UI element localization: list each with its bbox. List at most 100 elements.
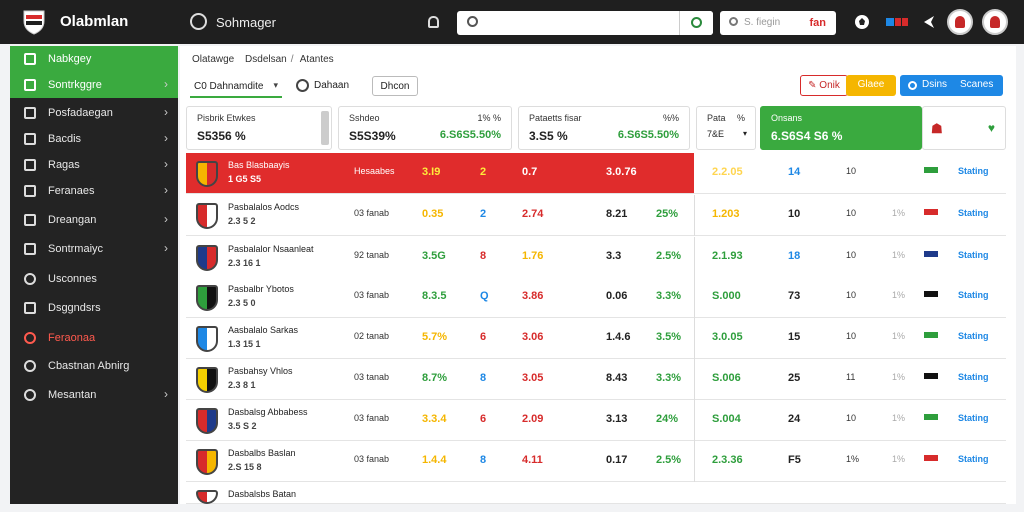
breadcrumb-item[interactable]: Atantes xyxy=(299,54,334,65)
alert-count-icon[interactable] xyxy=(886,14,910,34)
finance-icon xyxy=(24,185,36,197)
team-crest-icon xyxy=(196,326,218,352)
team-name[interactable]: Dasbalbs Baslan xyxy=(228,448,296,458)
logo-icon[interactable] xyxy=(22,9,46,35)
sidebar-item-team[interactable]: Sontrkggre › xyxy=(10,72,178,98)
table-row[interactable]: Dasbalsbs Batan xyxy=(186,482,1006,504)
team-name[interactable]: Pasbalalos Aodcs xyxy=(228,202,300,212)
cell-c8: 10 xyxy=(846,250,857,260)
yellow-action-button[interactable]: Glaee xyxy=(846,75,896,96)
card-value: 7&E xyxy=(707,129,725,139)
team-name[interactable]: Dasbalsg Abbabess xyxy=(228,407,308,417)
table-row[interactable]: Pasbalalos Aodcs 2.3 5 2 03 fanab 0.35 2 2.74… xyxy=(186,195,1006,236)
steering-icon[interactable] xyxy=(190,13,207,30)
stat-card[interactable]: Sshdeo 1% % S5S39% 6.S6S5.50% xyxy=(338,106,512,150)
cell-status[interactable]: Stating xyxy=(958,331,989,341)
stat-card-icons[interactable]: ☗ ♥ xyxy=(922,106,1006,150)
sidebar-item-home[interactable]: Nabkgey xyxy=(10,46,178,72)
sidebar-item-usconnes[interactable]: Usconnes xyxy=(10,266,178,292)
card-title-right: %% xyxy=(662,113,679,123)
sidebar-item-ragas[interactable]: Ragas › xyxy=(10,152,178,178)
cell-c4: 3.3 xyxy=(606,250,622,262)
cell-status[interactable]: Stating xyxy=(958,290,989,300)
chevron-right-icon: › xyxy=(164,387,168,401)
sidebar-item-dreangan[interactable]: Dreangan › xyxy=(10,207,178,233)
sidebar-item-mesantan[interactable]: Mesantan › xyxy=(10,382,178,408)
top-bar: Olabmlan Sohmager S. fiegin fan xyxy=(0,0,1024,44)
profile-avatar-icon[interactable] xyxy=(982,9,1008,35)
language-select[interactable]: S. fiegin fan xyxy=(720,11,836,35)
cell-m1: 03 fanab xyxy=(354,454,390,464)
sidebar-item-dsggndsrs[interactable]: Dsggndsrs xyxy=(10,295,178,321)
user-icon xyxy=(24,273,36,285)
ball-icon[interactable] xyxy=(854,14,870,34)
search-input[interactable] xyxy=(457,11,713,35)
sidebar-item-positions[interactable]: Posfadaegan › xyxy=(10,100,178,126)
sidebar: Nabkgey Sontrkggre › Posfadaegan › Bacdi… xyxy=(10,46,178,504)
team-name[interactable]: Pasbalalor Nsaanleat xyxy=(228,244,314,254)
breadcrumb-item[interactable]: Dsdelsan xyxy=(245,54,287,65)
table-row[interactable]: Pasbalalor Nsaanleat 2.3 16 1 92 tanab 3.5G… xyxy=(186,237,1006,278)
cell-status[interactable]: Stating xyxy=(958,372,989,382)
sidebar-item-label: Posfadaegan xyxy=(48,107,113,119)
sidebar-item-feranaes[interactable]: Feranaes › xyxy=(10,178,178,204)
cell-c5: 2.5% xyxy=(656,250,682,262)
team-filter-select[interactable]: C0 Dahnamdite ▾ xyxy=(190,76,282,98)
breadcrumb-item[interactable]: Olatawge xyxy=(192,54,235,65)
chevron-right-icon: › xyxy=(164,212,168,226)
table-row[interactable]: Aasbalalo Sarkas 1.3 15 1 02 tanab 5.7% 6 3.0… xyxy=(186,318,1006,359)
cell-c3: 2.74 xyxy=(522,208,544,220)
sidebar-item-feraonaa[interactable]: Feraonaa xyxy=(10,325,178,351)
info-icon xyxy=(908,81,917,90)
cell-status[interactable]: Stating xyxy=(958,250,989,260)
arrow-icon[interactable] xyxy=(922,14,936,34)
blue-action-button[interactable]: Dsins Scanes xyxy=(900,75,1003,96)
app-title: Olabmlan xyxy=(60,13,129,30)
cell-status[interactable]: Stating xyxy=(958,208,989,218)
team-name[interactable]: Dasbalsbs Batan xyxy=(228,489,297,499)
cell-status[interactable]: Stating xyxy=(958,166,989,176)
card-title: Onsans xyxy=(771,113,803,123)
manager-label[interactable]: Sohmager xyxy=(216,15,276,30)
team-crest-icon xyxy=(196,367,218,393)
card-value: S5356 % xyxy=(197,129,246,143)
sidebar-item-label: Feraonaa xyxy=(48,332,96,344)
nation-flag-icon xyxy=(924,167,938,179)
team-record: 2.S 15 8 xyxy=(228,462,262,472)
table-row[interactable]: Pasbalbr Ybotos 2.3 5 0 03 fanab 8.3.5 Q 3.86… xyxy=(186,277,1006,318)
view-toggle-button[interactable]: Dhcon xyxy=(372,76,418,96)
stat-card-highlight[interactable]: Onsans 6.S6S4 S6 % xyxy=(760,106,922,150)
cell-status[interactable]: Stating xyxy=(958,413,989,423)
table-row[interactable]: Dasbalbs Baslan 2.S 15 8 03 fanab 1.4.4 8 4.1… xyxy=(186,441,1006,482)
cell-c2: 8 xyxy=(480,372,487,384)
cell-c7: 14 xyxy=(788,166,801,178)
team-name[interactable]: Pasbalbr Ybotos xyxy=(228,284,294,294)
stat-card[interactable]: Pataetts fisar %% 3.S5 % 6.S6S5.50% xyxy=(518,106,690,150)
cell-c9: 1% xyxy=(892,208,906,218)
region-filter[interactable]: Dahaan xyxy=(292,76,368,96)
sidebar-item-bacdis[interactable]: Bacdis › xyxy=(10,126,178,152)
bell-icon[interactable] xyxy=(428,16,439,28)
sidebar-item-sontrmaiyc[interactable]: Sontrmaiyc › xyxy=(10,236,178,262)
cell-c9: 1% xyxy=(892,290,906,300)
stat-card-select[interactable]: Pata % 7&E ▾ xyxy=(696,106,756,150)
settings-icon xyxy=(24,360,36,372)
stat-card[interactable]: Pisbrik Etwkes S5356 % xyxy=(186,106,332,150)
cell-m1: 03 fanab xyxy=(354,290,390,300)
table-row[interactable]: Dasbalsg Abbabess 3.5 S 2 03 fanab 3.3.4 6 2.… xyxy=(186,400,1006,441)
scrollbar[interactable] xyxy=(321,111,329,145)
team-name[interactable]: Aasbalalo Sarkas xyxy=(228,325,299,335)
sidebar-item-cbastnan[interactable]: Cbastnan Abnirg xyxy=(10,353,178,379)
cell-status[interactable]: Stating xyxy=(958,454,989,464)
team-name[interactable]: Pasbahsy Vhlos xyxy=(228,366,293,376)
chevron-right-icon: › xyxy=(164,105,168,119)
table-row[interactable]: Pasbahsy Vhlos 2.3 8 1 03 tanab 8.7% 8 3.05 8.… xyxy=(186,359,1006,400)
alert-button[interactable]: ✎ Onik xyxy=(800,75,848,96)
language-value: fan xyxy=(809,17,827,29)
table-row[interactable]: Bas Blasbaayis 1 G5 S5 Hesaabes 3.I9 2 0.7 3.0… xyxy=(186,153,695,194)
avatar-icon[interactable] xyxy=(947,9,973,35)
team-name[interactable]: Bas Blasbaayis xyxy=(228,160,290,170)
cell-c8: 10 xyxy=(846,413,857,423)
card-title-right: 1% % xyxy=(477,113,501,123)
search-button[interactable] xyxy=(679,11,713,35)
